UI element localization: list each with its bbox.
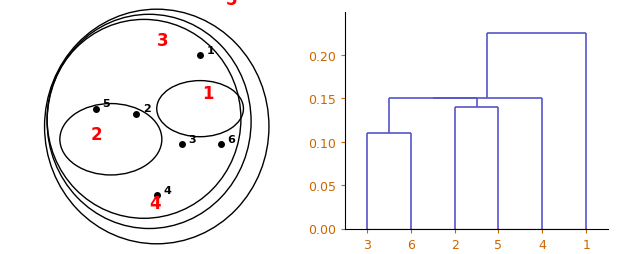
Text: 6: 6: [227, 134, 234, 144]
Text: 1: 1: [206, 45, 214, 55]
Text: 3: 3: [189, 134, 196, 144]
Text: 2: 2: [143, 104, 150, 114]
Text: 3: 3: [157, 32, 169, 50]
Text: 5: 5: [226, 0, 237, 9]
Text: 5: 5: [102, 99, 110, 109]
Text: 2: 2: [90, 126, 102, 144]
Text: 4: 4: [149, 194, 161, 212]
Text: 1: 1: [203, 85, 214, 103]
Text: 4: 4: [163, 185, 171, 195]
